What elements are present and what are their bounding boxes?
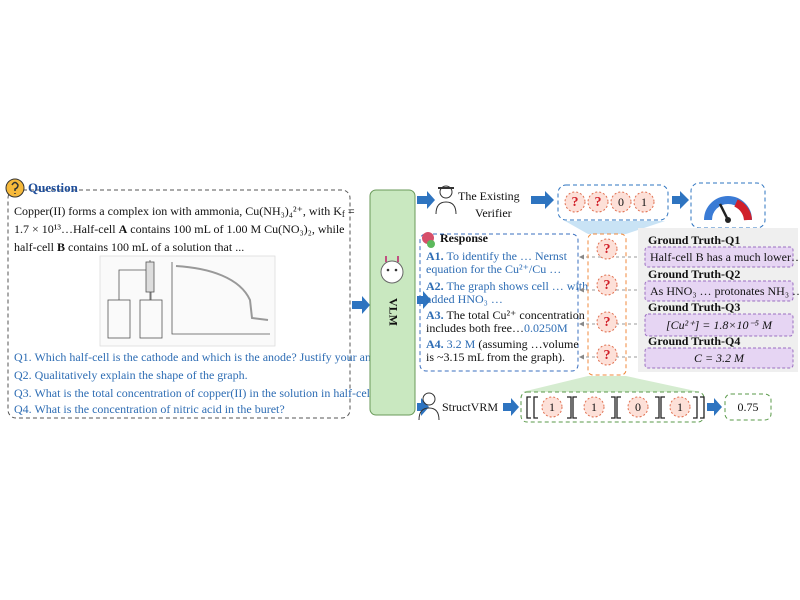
verifier-output: 0	[618, 195, 624, 209]
check-mark: ?	[604, 315, 611, 330]
verifier-output-box	[557, 184, 669, 221]
question-icon	[5, 178, 25, 198]
sub-question: Q1. Which half-cell is the cathode and w…	[14, 350, 396, 364]
verifier-output: 1	[641, 195, 647, 209]
answer-line: added HNO₃ …	[426, 292, 503, 306]
score: 1	[549, 400, 555, 414]
response-title: Response	[440, 231, 489, 245]
score: 0	[635, 400, 641, 414]
score-circles	[541, 396, 691, 418]
sub-question: Q4. What is the concentration of nitric …	[14, 402, 285, 416]
question-text: half-cell B contains 100 mL of a solutio…	[14, 240, 244, 254]
sub-question: Q3. What is the total concentration of c…	[14, 386, 390, 400]
response-box	[419, 233, 579, 372]
answer-line: A4. 3.2 M (assuming …volume	[426, 337, 579, 351]
result: 0.75	[738, 400, 759, 414]
question-figure	[99, 255, 276, 347]
ground-truth-title: Ground Truth-Q3	[648, 300, 740, 314]
arrow	[417, 191, 435, 209]
verifier-label: Verifier	[475, 206, 512, 220]
person-icon	[435, 185, 457, 215]
answer-line: A2. The graph shows cell … with	[426, 279, 588, 293]
gauge-icon	[704, 196, 752, 223]
brackets	[526, 396, 705, 419]
ground-truth-title: Ground Truth-Q4	[648, 334, 740, 348]
arrow	[352, 296, 370, 314]
verifier-outputs	[564, 191, 655, 213]
ground-truth-title: Ground Truth-Q2	[648, 267, 740, 281]
ground-truth-text: C = 3.2 M	[694, 351, 745, 365]
answer-line: includes both free…0.0250M	[426, 321, 568, 335]
arrow	[531, 191, 554, 209]
verifier-output: ?	[572, 195, 579, 210]
structvrm-label: StructVRM	[442, 400, 498, 414]
answer-line: A1. To identify the … Nernst	[426, 249, 568, 263]
question-box	[7, 189, 351, 419]
check-mark: ?	[604, 348, 611, 363]
answer-line: equation for the Cu²⁺/Cu …	[426, 262, 561, 276]
arrow	[417, 398, 429, 416]
check-circles	[596, 238, 618, 366]
check-mark: ?	[604, 278, 611, 293]
response-icon	[422, 232, 435, 248]
funnel	[522, 376, 700, 392]
vlm-box	[369, 189, 416, 416]
answers: A1. To identify the … Nernst equation fo…	[426, 249, 588, 364]
answer-line: is ~3.15 mL from the graph).	[426, 350, 565, 364]
arrow	[417, 291, 431, 309]
ground-truth-text: [Cu²⁺] = 1.8×10⁻⁵ M	[666, 318, 773, 332]
check-column	[587, 233, 627, 376]
question-text: 1.7 × 10¹³…Half-cell A contains 100 mL o…	[14, 222, 345, 236]
arrow	[503, 398, 519, 416]
verifier-label: The Existing	[458, 189, 520, 203]
compare-arrows	[579, 254, 644, 360]
person-icon	[418, 392, 440, 421]
score: 1	[677, 400, 683, 414]
result-box	[724, 393, 772, 421]
arrow	[672, 191, 689, 209]
ground-truth-title: Ground Truth-Q1	[648, 233, 740, 247]
sub-question: Q2. Qualitatively explain the shape of t…	[14, 368, 248, 382]
question-title: Question	[28, 180, 79, 195]
verifier-output: ?	[595, 195, 602, 210]
ground-truth-text: Half-cell B has a much lower…	[650, 250, 800, 264]
ground-truth-text: As HNO₃ … protonates NH₃ …	[650, 284, 800, 298]
check-mark: ?	[604, 242, 611, 257]
arrow	[707, 398, 722, 416]
vlm-label: VLM	[386, 298, 400, 326]
ground-truth-boxes	[644, 246, 794, 369]
question-text: Copper(II) forms a complex ion with ammo…	[14, 204, 355, 219]
score: 1	[591, 400, 597, 414]
llama-icon	[380, 256, 404, 284]
answer-line: A3. The total Cu²⁺ concentration	[426, 308, 585, 322]
funnel	[565, 221, 665, 234]
